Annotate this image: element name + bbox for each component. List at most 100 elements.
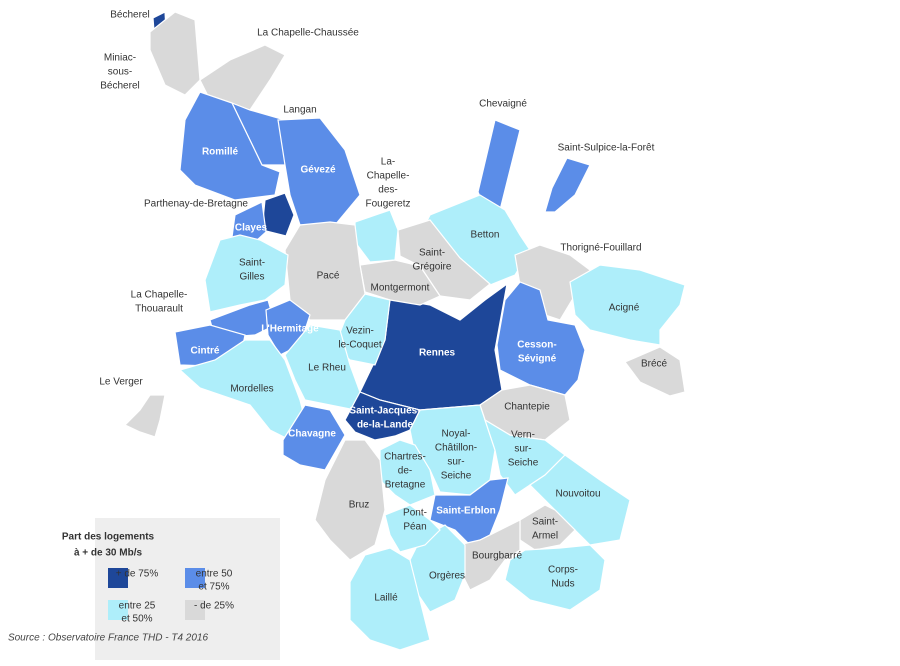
commune-label: Saint- xyxy=(419,248,445,259)
commune-area xyxy=(624,346,686,397)
commune-label: Nouvoitou xyxy=(555,489,600,500)
legend-label: entre 50 xyxy=(196,569,233,580)
commune-area xyxy=(204,234,289,313)
commune-area xyxy=(397,219,491,301)
commune-area xyxy=(519,504,576,551)
commune-label: Noyal- xyxy=(442,429,471,440)
commune-labels: Bécherel Miniac-sous- Bécherel La Chapelle-… xyxy=(99,10,667,604)
legend-swatch xyxy=(108,600,128,620)
commune-label: Grégoire xyxy=(413,262,452,273)
commune-label: Betton xyxy=(471,230,500,241)
commune-label: Orgères xyxy=(429,571,465,582)
commune-label: Vern- xyxy=(511,430,535,441)
commune-label: sous- xyxy=(108,67,132,78)
commune-label: Acigné xyxy=(609,303,640,314)
commune-label: Armel xyxy=(532,531,558,542)
commune-area xyxy=(384,504,441,553)
commune-area xyxy=(231,201,267,243)
legend-label: et 75% xyxy=(198,582,229,593)
commune-label: Brécé xyxy=(641,359,668,370)
commune-area xyxy=(429,477,509,546)
commune-area xyxy=(314,439,386,561)
commune-label: Corps- xyxy=(548,565,578,576)
commune-label: Vezin- xyxy=(346,326,374,337)
commune-label: Châtillon- xyxy=(435,443,477,454)
commune-label: de-la-Lande xyxy=(357,420,414,431)
legend: Part des logements à + de 30 Mb/s + de 75%… xyxy=(8,532,234,644)
commune-label: Thouarault xyxy=(135,304,183,315)
commune-label: Bruz xyxy=(349,500,370,511)
commune-label: La- xyxy=(381,157,395,168)
commune-label: Rennes xyxy=(419,348,456,359)
communes xyxy=(123,11,686,651)
commune-label: Clayes xyxy=(235,223,268,234)
commune-label: Fougeretz xyxy=(365,199,410,210)
commune-label: Seiche xyxy=(441,471,472,482)
commune-area xyxy=(544,157,591,213)
commune-label: Chevaigné xyxy=(479,99,527,110)
commune-area xyxy=(457,519,521,591)
legend-title: à + de 30 Mb/s xyxy=(74,548,143,559)
commune-area xyxy=(504,544,606,611)
commune-area xyxy=(354,209,399,263)
commune-label: Le Rheu xyxy=(308,363,346,374)
commune-label: Saint- xyxy=(239,258,265,269)
commune-label: Bécherel xyxy=(100,81,139,92)
commune-label: Le Verger xyxy=(99,377,143,388)
commune-label: Chartres- xyxy=(384,452,426,463)
commune-label: Langan xyxy=(283,105,316,116)
legend-swatch xyxy=(185,600,205,620)
commune-label: Thorigné-Fouillard xyxy=(560,243,641,254)
commune-area xyxy=(496,281,586,396)
commune-label: Seiche xyxy=(508,458,539,469)
commune-label: sur- xyxy=(514,444,531,455)
commune-label: La Chapelle- xyxy=(131,290,188,301)
commune-label: Bretagne xyxy=(385,480,426,491)
legend-source: Source : Observatoire France THD - T4 20… xyxy=(8,633,209,644)
commune-label: Cintré xyxy=(191,346,220,357)
legend-label: entre 25 xyxy=(119,601,156,612)
commune-label: Chantepie xyxy=(504,402,550,413)
commune-label: Saint-Sulpice-la-Forêt xyxy=(558,143,655,154)
commune-label: de- xyxy=(398,466,412,477)
commune-area xyxy=(149,11,201,96)
commune-label: le-Coquet xyxy=(338,340,382,351)
commune-area xyxy=(477,119,521,211)
commune-label: L'Hermitage xyxy=(261,324,319,335)
legend-swatch xyxy=(185,568,205,588)
commune-label: Pont- xyxy=(403,508,427,519)
commune-label: Sévigné xyxy=(518,354,557,365)
commune-area xyxy=(569,264,686,346)
commune-label: La Chapelle-Chaussée xyxy=(257,28,359,39)
legend-box xyxy=(95,518,280,660)
legend-label: et 50% xyxy=(121,614,152,625)
commune-label: Gilles xyxy=(239,272,264,283)
commune-label: Péan xyxy=(403,522,426,533)
commune-label: Saint-Jacques- xyxy=(349,406,420,417)
commune-area xyxy=(179,91,281,201)
commune-label: Gévezé xyxy=(300,165,335,176)
commune-label: Miniac- xyxy=(104,53,136,64)
commune-label: Nuds xyxy=(551,579,574,590)
commune-label: Bourgbarré xyxy=(472,551,522,562)
commune-label: des- xyxy=(378,185,397,196)
commune-area xyxy=(349,547,431,651)
commune-label: Laillé xyxy=(374,593,398,604)
commune-area xyxy=(359,259,441,306)
commune-label: Parthenay-de-Bretagne xyxy=(144,199,248,210)
commune-label: Pacé xyxy=(317,271,340,282)
commune-area xyxy=(282,404,346,471)
commune-label: Saint-Erblon xyxy=(436,506,495,517)
commune-label: Chavagne xyxy=(288,429,336,440)
commune-label: Saint- xyxy=(532,517,558,528)
commune-label: Romillé xyxy=(202,147,239,158)
commune-label: Mordelles xyxy=(230,384,273,395)
legend-label: - de 25% xyxy=(194,601,234,612)
commune-label: Cesson- xyxy=(517,340,556,351)
legend-swatch xyxy=(108,568,128,588)
commune-area xyxy=(123,394,166,438)
commune-label: Montgermont xyxy=(371,283,430,294)
commune-label: Bécherel xyxy=(110,10,149,21)
commune-label: sur- xyxy=(447,457,464,468)
